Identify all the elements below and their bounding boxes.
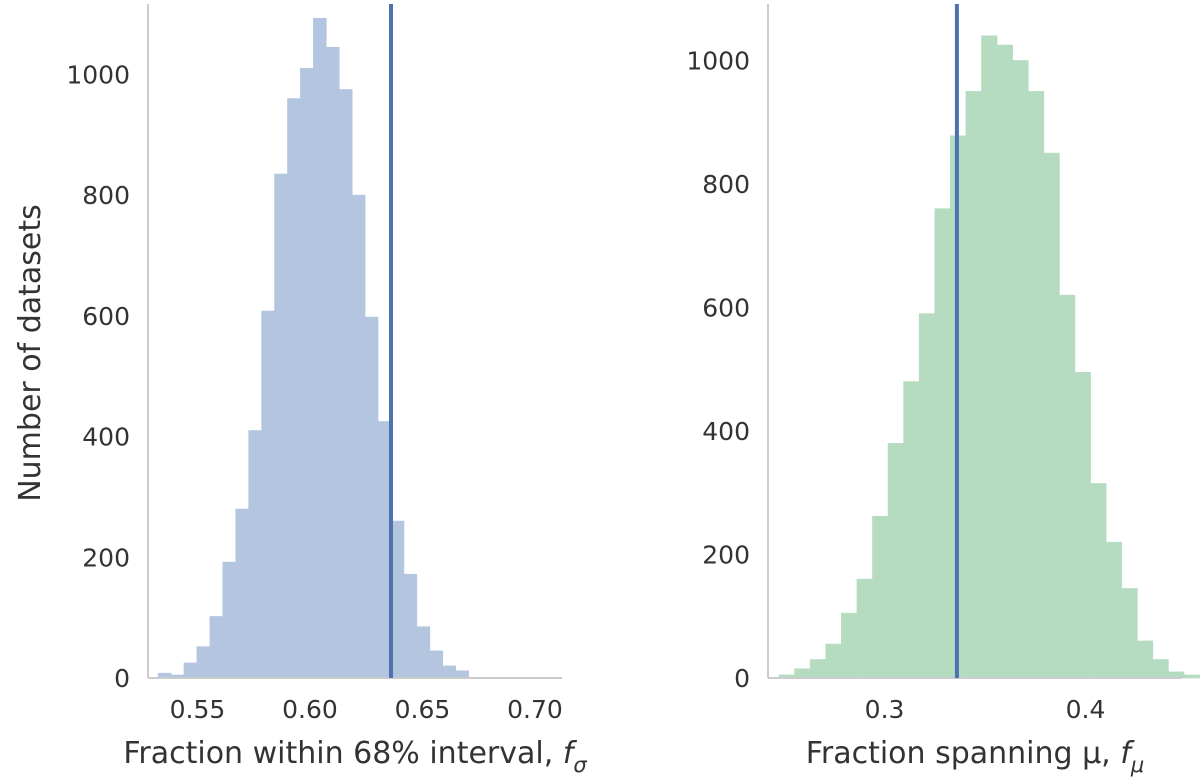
y-tick-label: 400 [702, 417, 750, 446]
x-axis-label: Fraction spanning μ, fμ [806, 736, 1144, 777]
histogram-bar [965, 91, 982, 679]
histogram-bar [274, 173, 288, 679]
histogram-bar [209, 616, 224, 679]
x-axis-label-text: Fraction spanning μ, [806, 736, 1120, 771]
histogram-bar [856, 578, 873, 679]
histogram-bar [248, 430, 262, 679]
histogram-bar [1074, 372, 1091, 679]
histogram-bar [809, 659, 827, 679]
histogram-bar [416, 626, 431, 679]
histogram-bar [222, 561, 237, 679]
y-tick-label: 0 [114, 664, 130, 693]
x-tick-label: 0.55 [170, 695, 226, 724]
histogram-bar [183, 662, 198, 679]
x-axis-label: Fraction within 68% interval, fσ [123, 736, 587, 777]
x-tick-label: 0.4 [1066, 695, 1106, 724]
histogram-bar [235, 508, 249, 679]
histogram-bar [1043, 152, 1060, 679]
histogram-bar [300, 68, 314, 679]
histogram-bar [1183, 674, 1200, 679]
histogram-bar [794, 668, 811, 679]
y-axis-label: Number of datasets [13, 204, 48, 502]
y-tick-label: 1000 [66, 60, 130, 89]
y-tick-label: 1000 [686, 46, 750, 75]
right-histogram-panel: 0 200 400 600 800 1000 0.3 0.4 Fraction spanning… [686, 4, 1200, 777]
y-tick-label: 800 [82, 181, 130, 210]
x-axis-label-subscript: σ [573, 753, 587, 777]
y-tick-label: 800 [702, 170, 750, 199]
histogram-bar [351, 194, 366, 679]
y-tick-label: 200 [82, 543, 130, 572]
y-tick-label: 600 [702, 293, 750, 322]
x-axis-label-subscript: μ [1130, 753, 1144, 777]
histogram-bar [1121, 588, 1138, 679]
histogram-bar [872, 515, 889, 679]
histogram-bar [887, 443, 904, 679]
histogram-bar [825, 643, 842, 679]
histogram-bar [442, 665, 456, 679]
histogram-bar [313, 17, 327, 679]
histogram-bar [903, 381, 920, 679]
histogram-bar [429, 650, 444, 679]
histogram-bar [918, 313, 936, 679]
left-histogram-panel: 0 200 400 600 800 1000 0.55 0.60 0.65 0.70 Fractio… [13, 4, 587, 777]
histogram-bar [1136, 640, 1154, 679]
histogram-bar [364, 316, 379, 679]
histogram-bar [841, 612, 858, 679]
histogram-bar [934, 208, 951, 679]
histogram-bar [1059, 294, 1076, 679]
histogram-bar [1152, 659, 1169, 679]
y-tick-label: 400 [82, 423, 130, 452]
histogram-bar [403, 573, 418, 679]
histogram-bar [1027, 91, 1045, 679]
x-axis-label-text: Fraction within 68% interval, [123, 736, 562, 771]
histogram-bar [196, 646, 211, 679]
x-tick-label: 0.70 [507, 695, 563, 724]
x-tick-label: 0.60 [282, 695, 338, 724]
histogram-bar [1012, 60, 1029, 679]
x-tick-label: 0.3 [865, 695, 905, 724]
y-tick-label: 0 [734, 664, 750, 693]
histogram-bar [996, 44, 1013, 679]
histogram-bar [326, 46, 340, 679]
histogram-bar [261, 310, 275, 679]
y-tick-label: 600 [82, 302, 130, 331]
histogram-bar [338, 89, 353, 679]
histogram-bar [287, 98, 301, 679]
histogram-bar [981, 35, 998, 679]
y-tick-label: 200 [702, 540, 750, 569]
x-tick-label: 0.65 [395, 695, 451, 724]
histogram-bar [1105, 541, 1123, 679]
histogram-bar [1090, 483, 1107, 679]
histogram-bar [455, 670, 469, 679]
